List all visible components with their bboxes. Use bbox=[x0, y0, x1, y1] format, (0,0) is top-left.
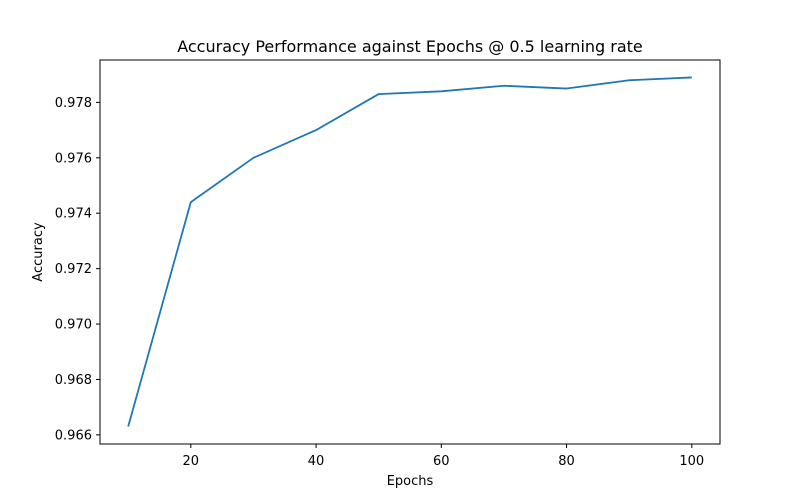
x-axis-label: Epochs bbox=[387, 474, 434, 489]
plot-area: 20 40 60 80 100 0.9660.9680.9700.9720.9740.9… bbox=[55, 59, 721, 469]
y-tick-label: 0.970 bbox=[55, 318, 92, 333]
x-tick-label: 60 bbox=[433, 454, 450, 469]
x-tick-label: 100 bbox=[679, 454, 704, 469]
y-axis-label: Accuracy bbox=[31, 222, 46, 282]
series-line-0 bbox=[127, 76, 692, 427]
series-layer bbox=[127, 76, 692, 427]
plot-frame bbox=[99, 59, 721, 445]
chart-title: Accuracy Performance against Epochs @ 0.… bbox=[177, 37, 643, 56]
x-axis: 20 40 60 80 100 bbox=[183, 444, 704, 469]
y-tick-label: 0.972 bbox=[55, 262, 92, 277]
x-tick-label: 40 bbox=[308, 454, 325, 469]
x-tick-label: 20 bbox=[183, 454, 200, 469]
x-tick-label: 80 bbox=[558, 454, 575, 469]
y-axis: 0.966 0.968 0.970 0.972 0.974 0.976 0.978 bbox=[55, 96, 100, 443]
y-tick-label: 0.966 bbox=[55, 428, 92, 443]
y-tick-label: 0.978 bbox=[55, 96, 92, 111]
y-tick-label: 0.976 bbox=[55, 151, 92, 166]
y-tick-label: 0.968 bbox=[55, 373, 92, 388]
y-tick-label: 0.974 bbox=[55, 207, 92, 222]
